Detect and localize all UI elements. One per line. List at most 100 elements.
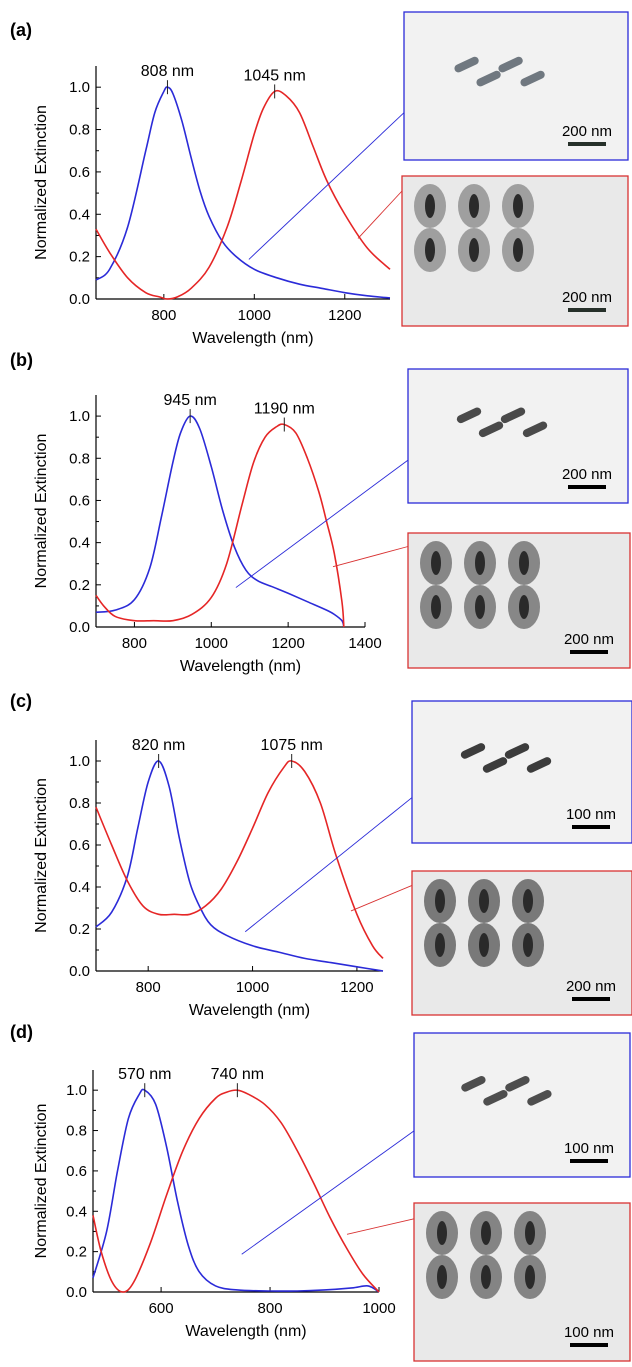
- x-tick-label: 600: [149, 1300, 174, 1317]
- inset-connector-red: [346, 1218, 415, 1235]
- scale-bar-label: 200 nm: [562, 123, 612, 140]
- nanoparticle-core: [481, 1221, 491, 1245]
- scale-bar: [570, 1159, 608, 1163]
- nanoparticle-core: [519, 595, 529, 619]
- nanoparticle: [500, 407, 526, 424]
- nanoparticle-core: [513, 194, 523, 218]
- scale-bar: [570, 1343, 608, 1347]
- tem-inset: 100 nm: [413, 1202, 631, 1362]
- nanoparticle: [460, 743, 486, 759]
- scale-bar-label: 200 nm: [562, 466, 612, 483]
- y-tick-label: 1.0: [66, 1082, 87, 1099]
- nanoparticle-core: [523, 889, 533, 913]
- y-axis-title: Normalized Extinction: [33, 105, 50, 260]
- inset-frame: [403, 11, 629, 161]
- x-tick-label: 1000: [195, 635, 228, 652]
- scale-bar-label: 100 nm: [566, 806, 616, 823]
- tem-inset: 200 nm: [401, 175, 629, 327]
- peak-label: 820 nm: [132, 737, 185, 754]
- nanoparticle: [483, 1089, 508, 1106]
- tem-inset: 200 nm: [407, 532, 631, 669]
- y-tick-label: 0.6: [69, 837, 90, 854]
- peak-label: 1075 nm: [261, 737, 323, 754]
- series-line-blue: [95, 86, 391, 299]
- y-tick-label: 0.8: [69, 122, 90, 139]
- nanoparticle-core: [425, 238, 435, 262]
- tem-inset: 100 nm: [411, 700, 632, 844]
- y-tick-label: 0.4: [69, 535, 90, 552]
- nanoparticle-core: [525, 1221, 535, 1245]
- panel-label: (a): [10, 20, 32, 40]
- nanoparticle-core: [525, 1265, 535, 1289]
- scale-bar: [568, 485, 606, 489]
- nanoparticle-core: [479, 933, 489, 957]
- inset-connector-red: [332, 546, 409, 568]
- y-tick-label: 0.6: [66, 1163, 87, 1180]
- y-tick-label: 0.4: [66, 1203, 87, 1220]
- nanoparticle: [461, 1075, 486, 1092]
- panel-label: (b): [10, 350, 33, 370]
- nanoparticle-core: [437, 1221, 447, 1245]
- nanoparticle-core: [431, 595, 441, 619]
- nanoparticle-core: [475, 595, 485, 619]
- scale-bar-label: 200 nm: [562, 289, 612, 306]
- y-tick-label: 0.6: [69, 492, 90, 509]
- panel-label: (d): [10, 1022, 33, 1042]
- y-axis-title: Normalized Extinction: [33, 1104, 50, 1259]
- scale-bar-label: 100 nm: [564, 1324, 614, 1341]
- nanoparticle-core: [469, 194, 479, 218]
- x-tick-label: 1000: [238, 307, 271, 324]
- peak-label: 740 nm: [211, 1066, 264, 1083]
- inset-connector-red: [350, 884, 413, 912]
- peak-label: 945 nm: [163, 392, 216, 409]
- series-line-red: [95, 423, 345, 628]
- nanoparticle-core: [435, 933, 445, 957]
- nanoparticle-core: [431, 551, 441, 575]
- nanoparticle: [454, 56, 479, 73]
- nanoparticle-core: [435, 889, 445, 913]
- y-tick-label: 1.0: [69, 79, 90, 96]
- series-line-blue: [95, 760, 384, 972]
- nanoparticle-core: [519, 551, 529, 575]
- x-tick-label: 800: [136, 979, 161, 996]
- x-axis-title: Wavelength (nm): [192, 330, 313, 347]
- x-tick-label: 1400: [348, 635, 381, 652]
- y-tick-label: 0.2: [69, 577, 90, 594]
- peak-label: 808 nm: [141, 63, 194, 80]
- x-tick-label: 1200: [340, 979, 373, 996]
- inset-connector-blue: [244, 797, 413, 933]
- x-axis-title: Wavelength (nm): [189, 1002, 310, 1019]
- nanoparticle: [504, 743, 530, 759]
- y-tick-label: 0.2: [66, 1244, 87, 1261]
- inset-connector-blue: [235, 459, 409, 588]
- scale-bar: [572, 825, 610, 829]
- chart-panel: (b) 0.0 0.2 0.4 0.6 0.8 1.0 800 1000 1200 1400 Wave…: [10, 350, 631, 675]
- series-line-blue: [95, 415, 345, 628]
- tem-inset: 200 nm: [411, 870, 632, 1016]
- inset-frame: [411, 700, 632, 844]
- y-tick-label: 0.0: [69, 963, 90, 980]
- y-axis-title: Normalized Extinction: [33, 434, 50, 589]
- nanoparticle-core: [469, 238, 479, 262]
- y-tick-label: 0.4: [69, 206, 90, 223]
- nanoparticle: [522, 421, 548, 438]
- scale-bar-label: 100 nm: [564, 1140, 614, 1157]
- scale-bar-label: 200 nm: [566, 978, 616, 995]
- inset-frame: [413, 1032, 631, 1178]
- nanoparticle: [456, 407, 482, 424]
- nanoparticle: [520, 70, 545, 87]
- x-tick-label: 1000: [236, 979, 269, 996]
- scale-bar: [568, 142, 606, 146]
- scale-bar: [568, 308, 606, 312]
- chart-panel: (d) 0.0 0.2 0.4 0.6 0.8 1.0 600 800 1000 Wavelengt…: [10, 1022, 631, 1362]
- x-tick-label: 800: [258, 1300, 283, 1317]
- inset-frame: [407, 368, 629, 504]
- y-tick-label: 0.8: [69, 450, 90, 467]
- y-tick-label: 0.8: [66, 1123, 87, 1140]
- peak-label: 1045 nm: [244, 67, 306, 84]
- y-tick-label: 0.0: [69, 619, 90, 636]
- y-tick-label: 0.0: [69, 291, 90, 308]
- chart-panel: (a) 0.0 0.2 0.4 0.6 0.8 1.0 800 1000 1200 Waveleng…: [10, 11, 629, 347]
- nanoparticle: [476, 70, 501, 87]
